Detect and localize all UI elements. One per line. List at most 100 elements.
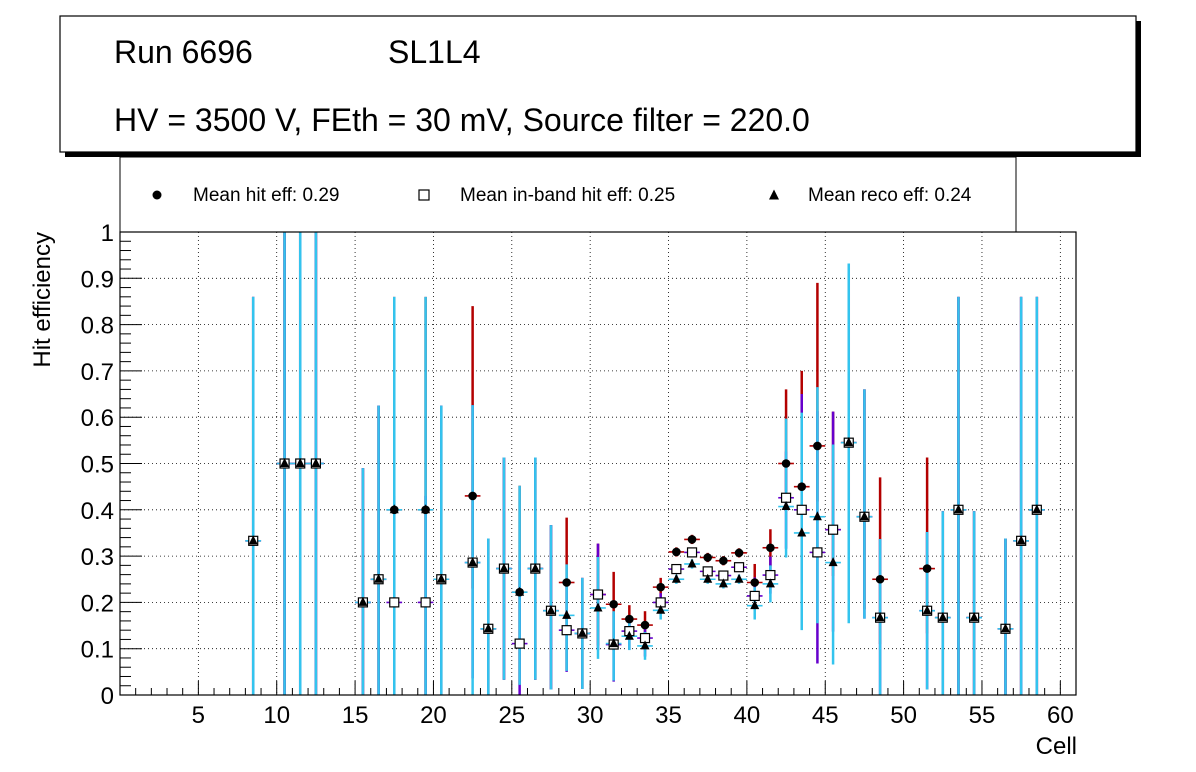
- reco-eff-point: [671, 573, 681, 583]
- y-tick-label: 0.7: [81, 359, 114, 386]
- y-tick-label: 0.1: [81, 637, 114, 664]
- inband-eff-point: [765, 569, 776, 581]
- x-tick-label: 25: [498, 702, 525, 729]
- hit-eff-point: [813, 441, 822, 451]
- layer-label: SL1L4: [388, 34, 481, 70]
- reco-eff-point: [1016, 535, 1026, 545]
- y-axis-label: Hit efficiency: [29, 232, 56, 368]
- y-tick-label: 0.3: [81, 544, 114, 571]
- hit-eff-point: [922, 564, 932, 573]
- y-tick-label: 0.9: [81, 266, 114, 293]
- legend-reco-label: Mean reco eff: 0.24: [808, 185, 972, 206]
- y-tick-label: 0.6: [81, 405, 114, 432]
- inband-eff-point: [671, 563, 682, 575]
- reco-eff-point: [750, 600, 760, 610]
- x-tick-label: 45: [812, 702, 839, 729]
- hit-eff-point: [656, 582, 665, 592]
- inband-eff-point: [686, 547, 698, 558]
- reco-eff-point: [859, 511, 869, 521]
- legend-box: [119, 156, 1017, 233]
- hit-eff-point: [609, 599, 618, 609]
- reco-eff-point: [656, 604, 666, 614]
- reco-eff-point: [624, 630, 634, 640]
- y-tick-label: 0: [101, 683, 114, 710]
- inband-eff-point: [827, 524, 839, 535]
- y-tick-label: 0.8: [81, 313, 114, 340]
- legend-hit-marker: [152, 190, 162, 200]
- reco-eff-point: [468, 557, 478, 567]
- reco-eff-point: [844, 437, 854, 447]
- legend-inband-marker: [418, 189, 430, 201]
- reco-eff-point: [922, 605, 932, 615]
- reco-eff-point: [593, 602, 603, 612]
- reco-eff-point: [875, 612, 885, 622]
- hit-eff-point: [625, 614, 634, 624]
- reco-eff-point: [781, 501, 791, 511]
- y-tick-label: 0.2: [81, 590, 114, 617]
- reco-eff-point: [248, 535, 258, 545]
- reco-eff-point: [577, 627, 587, 637]
- reco-eff-point: [687, 558, 697, 568]
- reco-eff-point: [1000, 623, 1010, 633]
- hit-eff-point: [672, 547, 681, 557]
- hit-eff-point: [640, 620, 650, 630]
- inband-eff-point: [592, 589, 604, 600]
- reco-eff-point: [421, 504, 431, 514]
- reco-eff-point: [938, 612, 948, 622]
- hit-eff-point: [781, 459, 791, 468]
- hit-eff-point: [719, 556, 728, 566]
- x-tick-label: 50: [890, 702, 917, 729]
- reco-eff-point: [953, 504, 963, 514]
- inband-eff-point: [389, 597, 400, 608]
- inband-eff-point: [561, 625, 572, 636]
- reco-eff-point: [797, 527, 807, 537]
- y-tick-label: 0.4: [81, 498, 114, 525]
- reco-eff-point: [436, 573, 446, 583]
- x-tick-label: 5: [192, 702, 205, 729]
- hit-eff-point: [562, 578, 571, 587]
- reco-eff-point: [311, 458, 321, 467]
- hit-eff-point: [468, 491, 477, 501]
- reco-eff-point: [969, 612, 979, 622]
- inband-eff-point: [733, 562, 745, 573]
- run-label: Run 6696: [114, 34, 253, 70]
- y-tick-label: 0.5: [81, 452, 114, 479]
- legend-reco-marker: [769, 189, 779, 200]
- reco-eff-point: [640, 640, 650, 650]
- x-tick-label: 10: [263, 702, 290, 729]
- reco-eff-point: [499, 563, 509, 573]
- settings-label: HV = 3500 V, FEth = 30 mV, Source filter…: [114, 102, 810, 138]
- legend-inband-label: Mean in-band hit eff: 0.25: [460, 185, 675, 206]
- y-tick-label: 1: [101, 220, 114, 247]
- reco-eff-point: [389, 504, 399, 514]
- reco-eff-point: [530, 563, 540, 573]
- reco-eff-point: [546, 605, 556, 615]
- header-box: [59, 15, 1137, 153]
- x-tick-label: 15: [342, 702, 369, 729]
- hit-eff-point: [875, 574, 885, 584]
- hit-eff-point: [750, 578, 760, 587]
- reco-eff-point: [703, 573, 713, 583]
- reco-eff-point: [280, 458, 290, 467]
- reco-eff-point: [562, 609, 572, 619]
- reco-eff-point: [812, 511, 822, 521]
- reco-eff-point: [483, 623, 493, 633]
- x-tick-label: 35: [655, 702, 682, 729]
- reco-eff-point: [718, 578, 728, 588]
- inband-eff-point: [514, 638, 525, 649]
- grid: [120, 232, 1076, 695]
- x-tick-label: 55: [969, 702, 996, 729]
- hit-eff-point: [687, 535, 697, 544]
- inband-eff-point: [420, 597, 431, 608]
- hit-eff-point: [766, 543, 775, 553]
- x-tick-label: 40: [734, 702, 761, 729]
- x-tick-label: 30: [577, 702, 604, 729]
- inband-eff-point: [780, 492, 792, 503]
- reco-eff-point: [515, 586, 525, 596]
- hit-eff-point: [734, 548, 744, 558]
- reco-eff-point: [828, 557, 838, 567]
- reco-eff-point: [358, 596, 368, 606]
- hit-eff-point: [797, 482, 807, 491]
- x-axis-label: Cell: [1036, 733, 1077, 760]
